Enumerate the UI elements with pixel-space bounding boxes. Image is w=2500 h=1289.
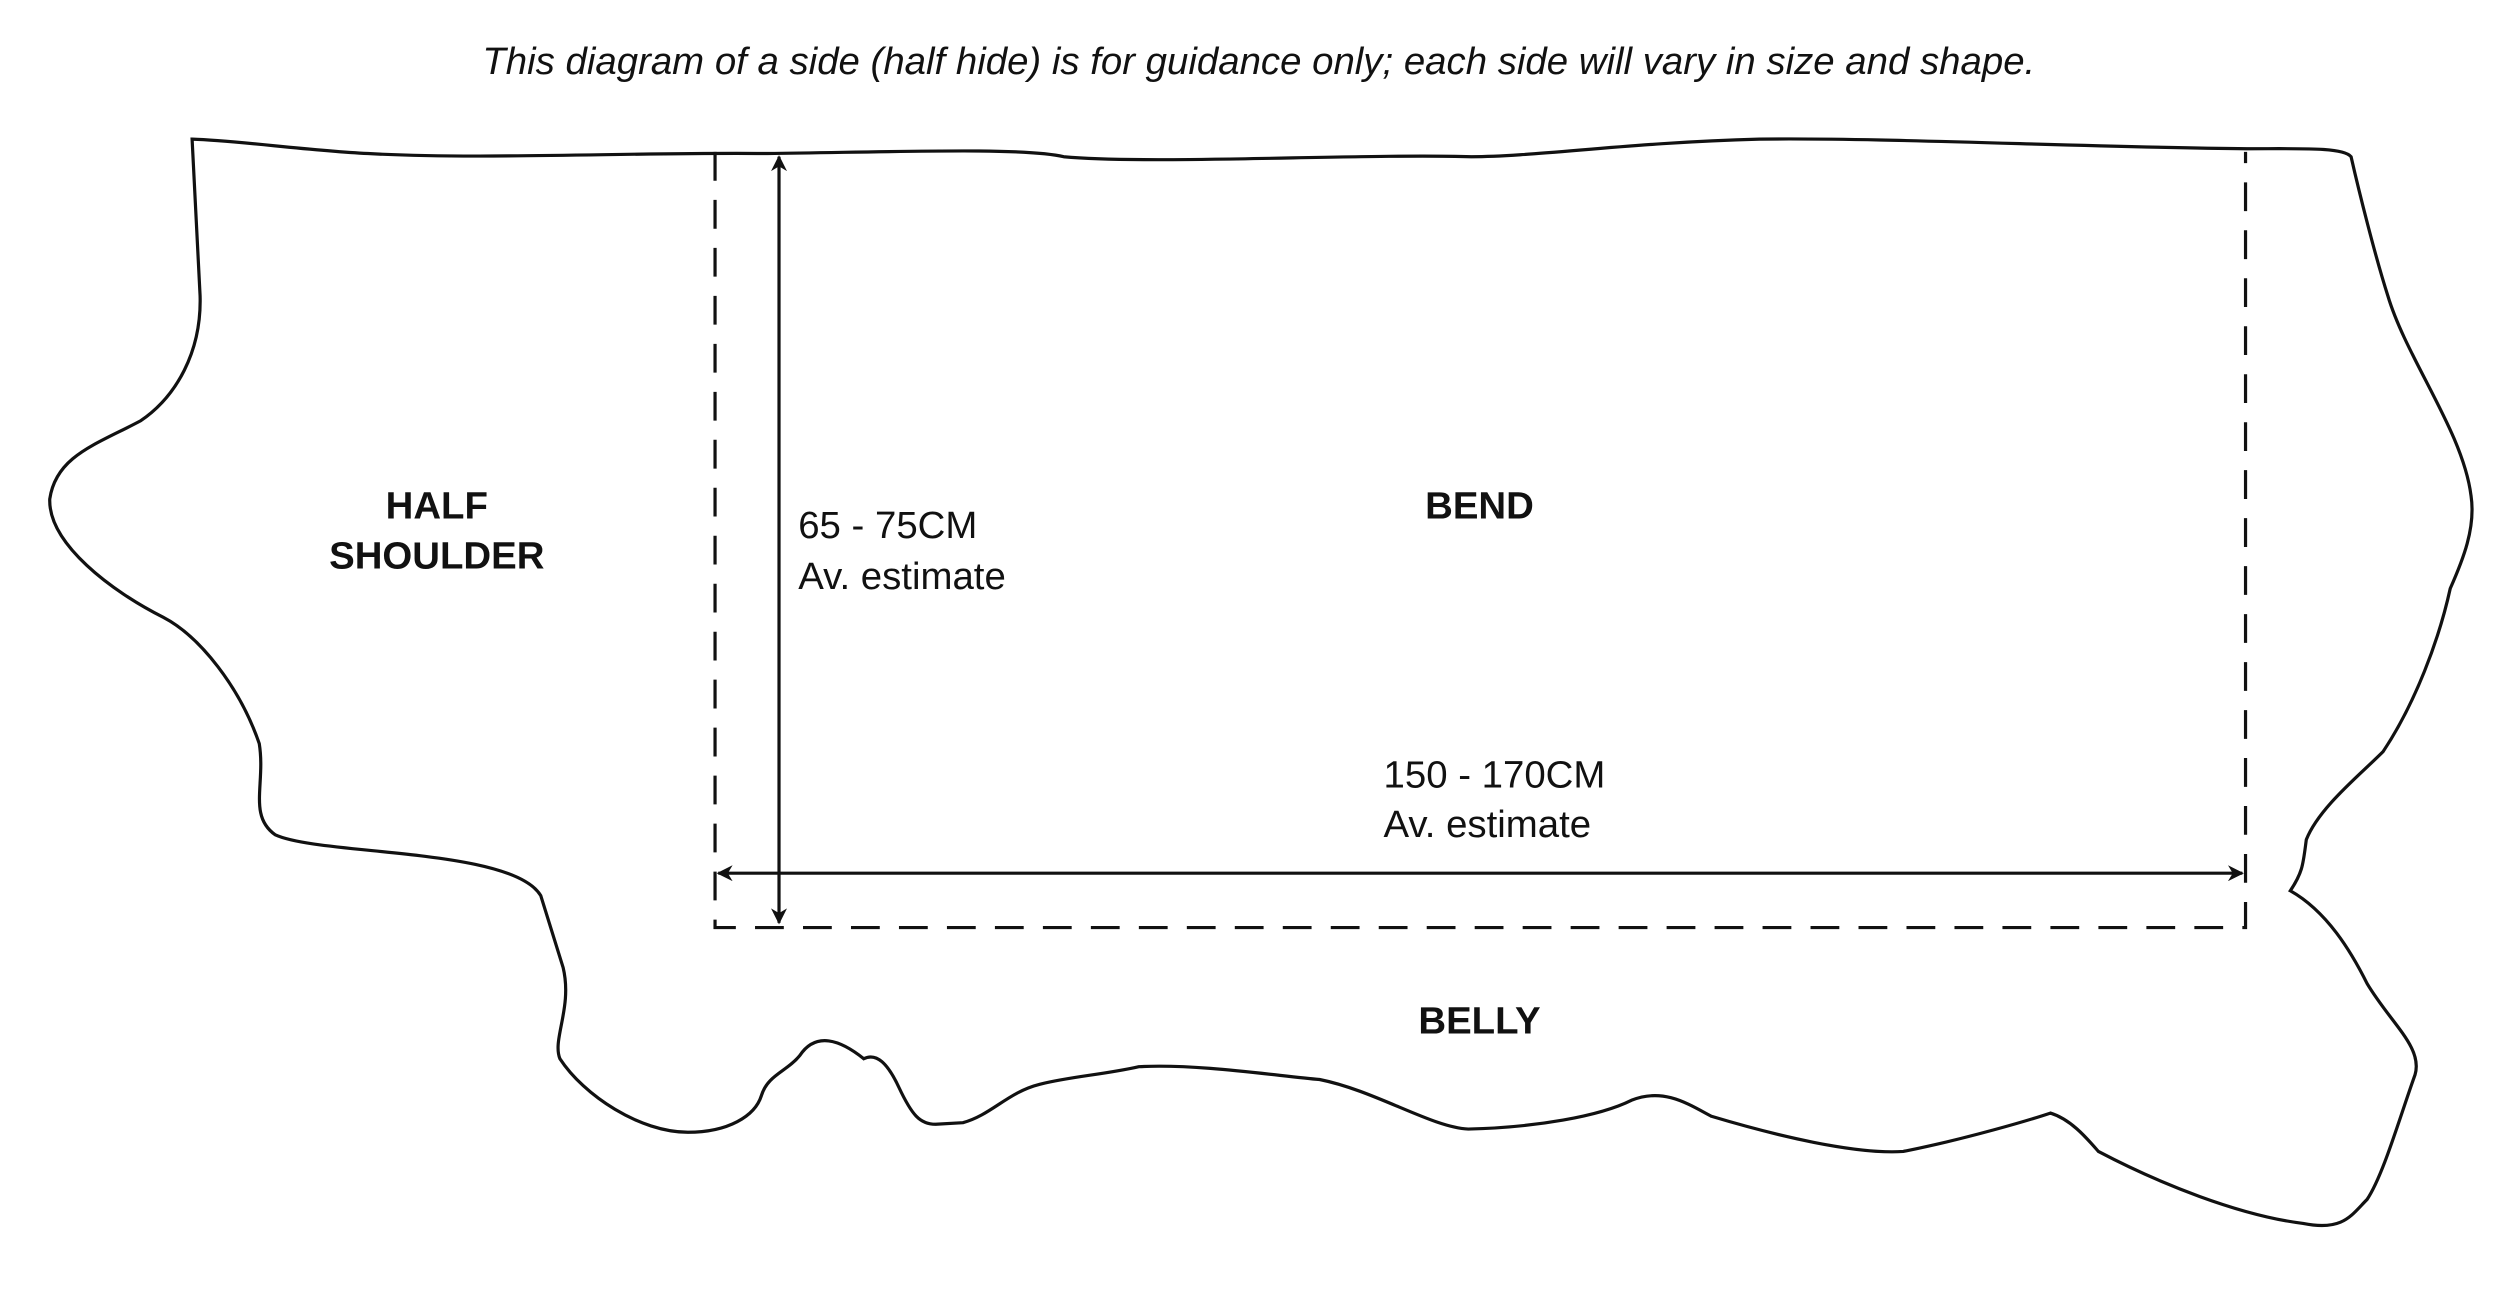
region-label: BEND: [1425, 485, 1534, 528]
dimension-range: 65 - 75CM: [798, 504, 977, 547]
region-label: HALF: [386, 485, 488, 528]
bend-boundary: [713, 151, 2248, 930]
dimension-note: Av. estimate: [798, 555, 1006, 598]
region-label: SHOULDER: [329, 534, 544, 577]
region-label: BELLY: [1418, 1000, 1540, 1043]
dimension-note: Av. estimate: [1384, 803, 1592, 846]
dimension-range: 150 - 170CM: [1384, 753, 1606, 796]
caption: This diagram of a side (half hide) is fo…: [482, 40, 2035, 83]
hide-outline: [48, 137, 2474, 1228]
